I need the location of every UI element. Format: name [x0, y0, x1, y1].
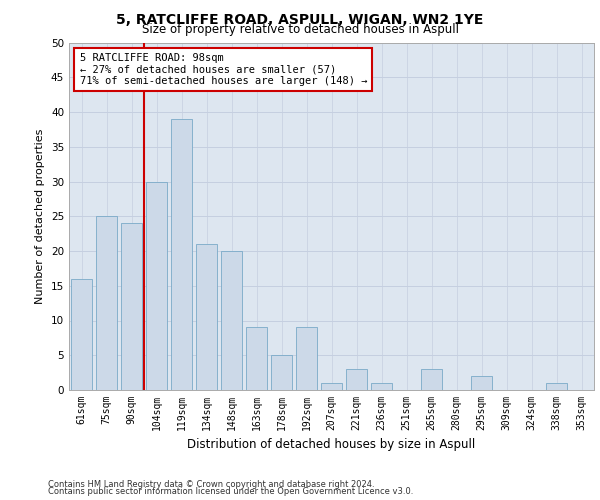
Bar — [196, 244, 217, 390]
Bar — [221, 251, 242, 390]
Bar — [296, 328, 317, 390]
Bar — [271, 355, 292, 390]
Y-axis label: Number of detached properties: Number of detached properties — [35, 128, 46, 304]
Bar — [321, 383, 342, 390]
Text: Contains HM Land Registry data © Crown copyright and database right 2024.: Contains HM Land Registry data © Crown c… — [48, 480, 374, 489]
Bar — [471, 376, 492, 390]
Text: Contains public sector information licensed under the Open Government Licence v3: Contains public sector information licen… — [48, 487, 413, 496]
Bar — [171, 119, 192, 390]
Bar — [546, 383, 567, 390]
Bar — [121, 223, 142, 390]
X-axis label: Distribution of detached houses by size in Aspull: Distribution of detached houses by size … — [187, 438, 476, 452]
Bar — [371, 383, 392, 390]
Text: 5 RATCLIFFE ROAD: 98sqm
← 27% of detached houses are smaller (57)
71% of semi-de: 5 RATCLIFFE ROAD: 98sqm ← 27% of detache… — [79, 53, 367, 86]
Bar — [71, 279, 92, 390]
Bar — [96, 216, 117, 390]
Text: Size of property relative to detached houses in Aspull: Size of property relative to detached ho… — [142, 22, 458, 36]
Bar — [346, 369, 367, 390]
Text: 5, RATCLIFFE ROAD, ASPULL, WIGAN, WN2 1YE: 5, RATCLIFFE ROAD, ASPULL, WIGAN, WN2 1Y… — [116, 12, 484, 26]
Bar — [246, 328, 267, 390]
Bar — [421, 369, 442, 390]
Bar — [146, 182, 167, 390]
